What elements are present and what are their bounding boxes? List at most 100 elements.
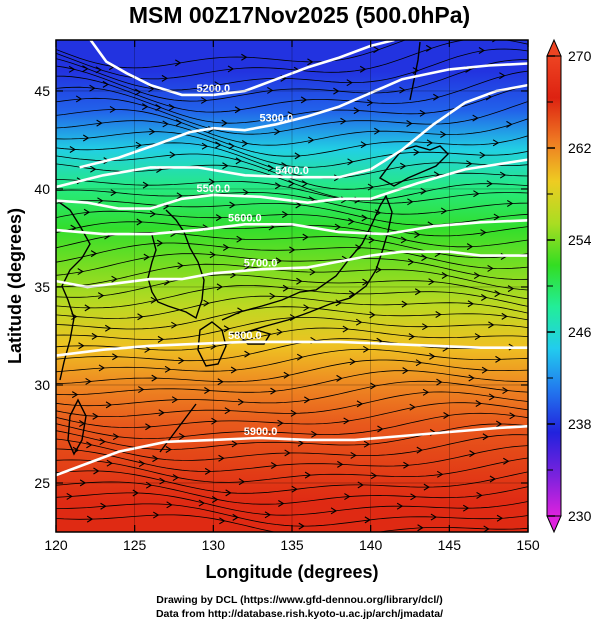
x-tick-label: 120	[44, 537, 68, 553]
streamline-arrow	[334, 223, 342, 231]
streamline-arrow	[264, 511, 272, 519]
streamline-arrow	[157, 335, 165, 343]
streamline-arrow	[359, 65, 367, 73]
contour-label: 5800.0	[228, 330, 262, 342]
streamline-arrow	[307, 58, 314, 66]
streamline-arrow	[104, 324, 112, 332]
streamline-arrow	[274, 128, 281, 136]
streamline-arrow	[276, 328, 283, 336]
coastline-kyushu	[197, 321, 227, 367]
streamline-arrow	[366, 99, 374, 107]
streamline-arrow	[223, 325, 231, 333]
streamline-arrow	[270, 462, 278, 469]
streamline-arrow	[91, 332, 98, 340]
streamline-arrow	[435, 311, 442, 318]
streamline-arrow	[291, 485, 298, 493]
streamline-arrow	[492, 40, 497, 43]
streamline-arrow	[224, 407, 231, 415]
streamline-arrow	[356, 400, 364, 408]
streamline-arrow	[417, 524, 424, 532]
streamline-arrow	[408, 333, 416, 341]
streamline-arrow	[489, 475, 497, 483]
streamline-arrow	[100, 502, 107, 510]
streamline-arrow	[112, 433, 120, 441]
streamline-arrow	[410, 493, 417, 501]
credit-data: Data from http://database.rish.kyoto-u.a…	[155, 608, 444, 620]
streamline-arrow	[301, 180, 309, 188]
streamline-arrow	[111, 275, 118, 283]
streamline-arrow	[488, 321, 495, 329]
streamline-arrow	[77, 268, 84, 276]
x-tick-label: 145	[438, 537, 462, 553]
colorbar-tick-label: 262	[568, 140, 592, 156]
streamline-arrow	[348, 290, 356, 298]
streamline-arrow	[350, 451, 357, 459]
height-contour	[56, 83, 528, 189]
streamline-arrow	[109, 105, 117, 113]
streamline-arrow	[501, 312, 508, 320]
streamline-arrow	[215, 141, 222, 149]
streamline-arrow	[403, 461, 410, 469]
streamline-arrow	[138, 460, 146, 468]
streamline-arrow	[284, 449, 291, 457]
streamline-arrow	[278, 500, 285, 507]
y-tick-label: 25	[34, 475, 50, 491]
coastline-china-coast	[56, 199, 91, 381]
streamline-arrow	[506, 31, 511, 37]
streamline-arrow	[217, 378, 224, 386]
streamline-arrow	[488, 393, 496, 401]
streamline-arrow	[370, 382, 377, 390]
y-axis-label: Latitude (degrees)	[5, 208, 25, 364]
streamline-arrow	[347, 158, 354, 166]
streamline-arrow	[479, 151, 486, 159]
streamline-arrow	[245, 428, 252, 436]
x-tick-label: 150	[516, 537, 540, 553]
streamline-arrow	[353, 107, 360, 115]
streamline-arrow	[175, 119, 183, 127]
streamline-arrow	[303, 304, 310, 312]
streamline-arrow	[242, 188, 250, 196]
streamline-arrow	[507, 285, 515, 293]
streamline-arrow	[228, 142, 235, 150]
streamline-arrow	[68, 65, 76, 73]
streamline-arrow	[297, 439, 305, 447]
streamline-arrow	[309, 268, 316, 276]
x-tick-label: 135	[280, 537, 304, 553]
streamline-arrow	[473, 190, 480, 198]
streamline-arrow	[156, 239, 164, 247]
streamline-arrow	[502, 387, 509, 395]
chart-title: MSM 00Z17Nov2025 (500.0hPa)	[128, 2, 471, 28]
gridlines	[56, 40, 528, 532]
streamline-arrow	[238, 478, 246, 486]
streamline-arrow	[421, 254, 428, 262]
x-axis-label: Longitude (degrees)	[205, 562, 378, 582]
streamline-arrow	[269, 292, 276, 300]
streamline-arrow	[169, 151, 176, 159]
credit-drawing: Drawing by DCL (https://www.gfd-dennou.o…	[156, 594, 443, 606]
streamline-arrow	[469, 450, 476, 458]
streamline-arrow	[298, 522, 305, 530]
streamline-arrow	[482, 433, 489, 441]
streamline-arrow	[89, 84, 96, 92]
streamline-arrow	[416, 446, 423, 454]
streamline-arrow	[373, 46, 380, 54]
streamline-arrow	[433, 93, 440, 101]
streamline-arrow	[215, 214, 223, 222]
streamline-arrow	[151, 374, 158, 382]
streamline-arrow	[281, 162, 288, 170]
streamline-arrow	[472, 114, 479, 122]
streamline-arrow	[211, 496, 219, 503]
streamline-arrow	[377, 425, 384, 433]
streamline-arrow	[475, 400, 482, 408]
streamline-arrow	[494, 290, 501, 298]
streamline-arrow	[330, 507, 338, 515]
streamline-arrow	[355, 318, 363, 326]
streamline-arrow	[336, 374, 343, 382]
streamline-arrow	[78, 342, 85, 350]
streamline-arrow	[506, 120, 513, 128]
streamline-arrow	[236, 235, 243, 243]
streamline-arrow	[142, 181, 150, 189]
streamline-arrow	[267, 86, 274, 94]
streamline-arrow	[227, 65, 235, 73]
y-tick-label: 40	[34, 181, 50, 197]
